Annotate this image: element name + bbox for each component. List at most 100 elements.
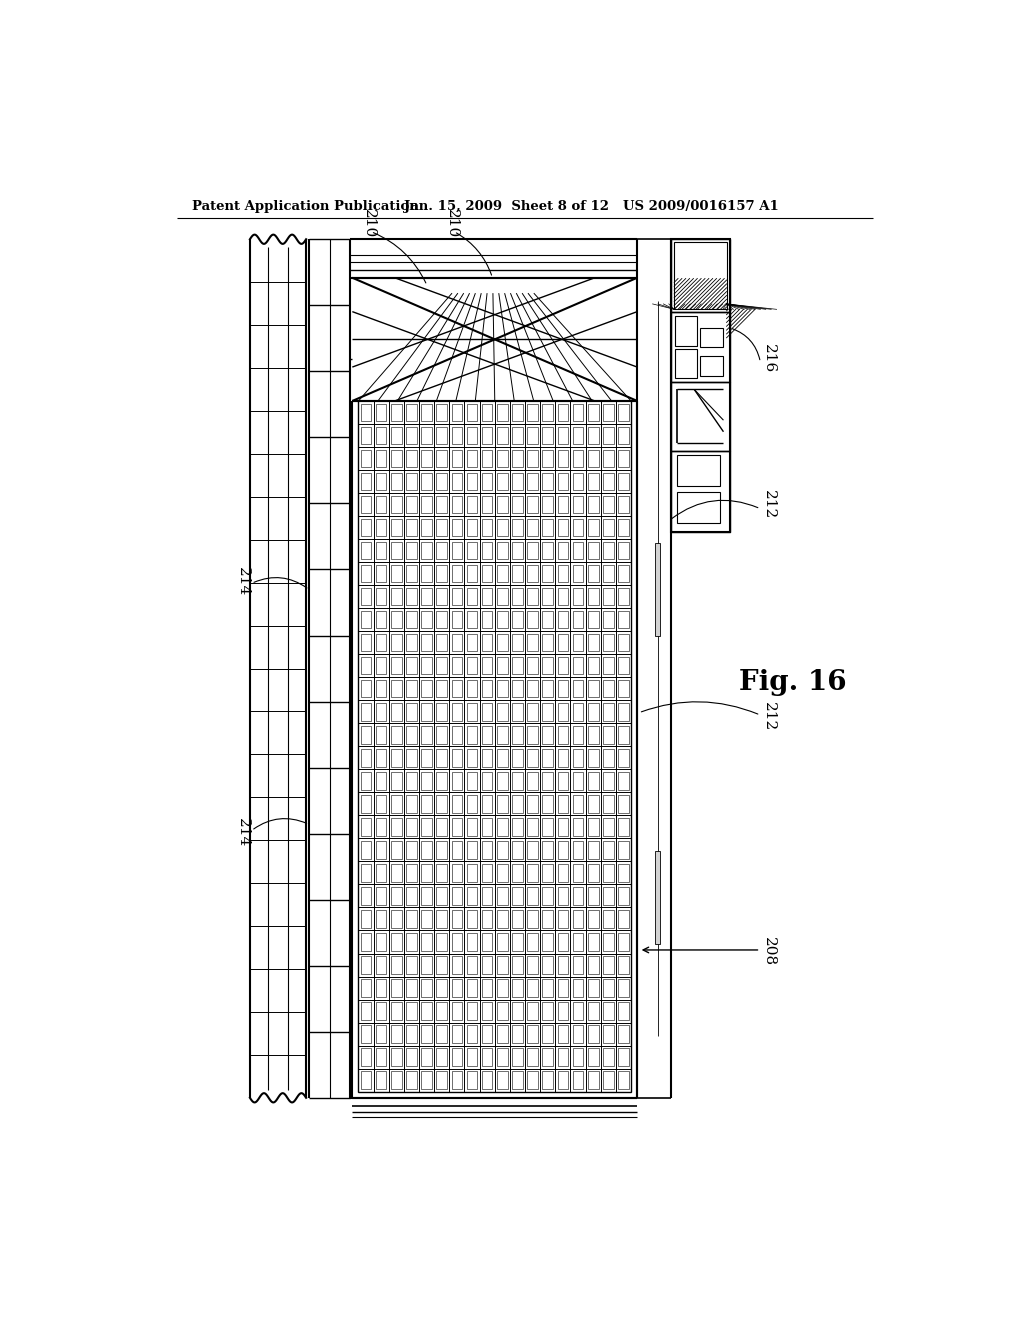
Bar bbox=[588, 795, 598, 813]
Bar bbox=[407, 795, 417, 813]
Bar bbox=[512, 473, 523, 490]
Bar bbox=[467, 772, 477, 789]
Bar bbox=[391, 911, 401, 928]
Bar bbox=[360, 519, 372, 536]
Bar bbox=[512, 818, 523, 836]
Bar bbox=[588, 565, 598, 582]
Bar bbox=[482, 795, 493, 813]
Bar bbox=[391, 704, 401, 721]
Bar bbox=[497, 1048, 508, 1065]
Bar bbox=[512, 634, 523, 652]
Bar bbox=[512, 1072, 523, 1089]
Bar bbox=[618, 704, 629, 721]
Bar bbox=[421, 519, 432, 536]
Bar bbox=[543, 911, 553, 928]
Bar bbox=[452, 795, 462, 813]
Bar bbox=[618, 611, 629, 628]
Bar bbox=[482, 979, 493, 997]
Bar bbox=[527, 541, 538, 560]
Bar bbox=[512, 611, 523, 628]
Bar bbox=[482, 404, 493, 421]
Bar bbox=[421, 865, 432, 882]
Bar bbox=[543, 473, 553, 490]
Bar bbox=[421, 634, 432, 652]
Bar bbox=[407, 979, 417, 997]
Bar bbox=[391, 450, 401, 467]
Bar bbox=[391, 1002, 401, 1020]
Bar bbox=[618, 933, 629, 950]
Bar bbox=[558, 541, 568, 560]
Bar bbox=[618, 680, 629, 697]
Bar bbox=[558, 426, 568, 445]
Bar bbox=[421, 1048, 432, 1065]
Bar bbox=[558, 1026, 568, 1043]
Bar bbox=[527, 496, 538, 513]
Bar bbox=[452, 726, 462, 743]
Bar bbox=[421, 704, 432, 721]
Bar bbox=[407, 887, 417, 904]
Bar bbox=[376, 1002, 386, 1020]
Bar bbox=[588, 1026, 598, 1043]
Bar bbox=[588, 1048, 598, 1065]
Bar bbox=[376, 933, 386, 950]
Bar bbox=[543, 565, 553, 582]
Bar bbox=[360, 795, 372, 813]
Bar bbox=[558, 772, 568, 789]
Bar bbox=[376, 541, 386, 560]
Bar bbox=[603, 1026, 613, 1043]
Bar bbox=[360, 496, 372, 513]
Bar bbox=[482, 680, 493, 697]
Bar bbox=[527, 704, 538, 721]
Bar bbox=[391, 1072, 401, 1089]
Bar bbox=[512, 979, 523, 997]
Bar bbox=[436, 795, 447, 813]
Bar bbox=[558, 496, 568, 513]
Bar bbox=[603, 1002, 613, 1020]
Bar bbox=[543, 426, 553, 445]
Text: 210: 210 bbox=[362, 210, 376, 239]
Bar bbox=[436, 587, 447, 606]
Bar bbox=[421, 565, 432, 582]
Bar bbox=[407, 404, 417, 421]
Bar bbox=[572, 865, 584, 882]
Bar bbox=[467, 1048, 477, 1065]
Bar bbox=[497, 565, 508, 582]
Bar bbox=[436, 541, 447, 560]
Bar bbox=[603, 933, 613, 950]
Bar bbox=[543, 541, 553, 560]
Bar bbox=[376, 680, 386, 697]
Bar bbox=[558, 519, 568, 536]
Bar bbox=[497, 450, 508, 467]
Bar bbox=[618, 426, 629, 445]
Bar bbox=[376, 1072, 386, 1089]
Bar bbox=[407, 450, 417, 467]
Text: 210: 210 bbox=[445, 210, 460, 239]
Bar bbox=[512, 772, 523, 789]
Bar bbox=[407, 1048, 417, 1065]
Bar bbox=[452, 541, 462, 560]
Bar bbox=[436, 748, 447, 767]
Bar bbox=[588, 450, 598, 467]
Bar bbox=[543, 1072, 553, 1089]
Bar bbox=[618, 748, 629, 767]
Bar bbox=[467, 473, 477, 490]
Bar bbox=[482, 496, 493, 513]
Bar bbox=[407, 911, 417, 928]
Bar bbox=[436, 887, 447, 904]
Bar bbox=[436, 956, 447, 974]
Bar bbox=[572, 541, 584, 560]
Bar bbox=[603, 1048, 613, 1065]
Bar bbox=[572, 726, 584, 743]
Bar bbox=[558, 865, 568, 882]
Bar bbox=[391, 748, 401, 767]
Bar bbox=[360, 865, 372, 882]
Bar bbox=[588, 818, 598, 836]
Bar bbox=[543, 450, 553, 467]
Bar bbox=[674, 243, 727, 309]
Bar bbox=[436, 496, 447, 513]
Bar bbox=[497, 519, 508, 536]
Bar bbox=[467, 933, 477, 950]
Bar bbox=[360, 1002, 372, 1020]
Bar bbox=[391, 426, 401, 445]
Bar bbox=[376, 1048, 386, 1065]
